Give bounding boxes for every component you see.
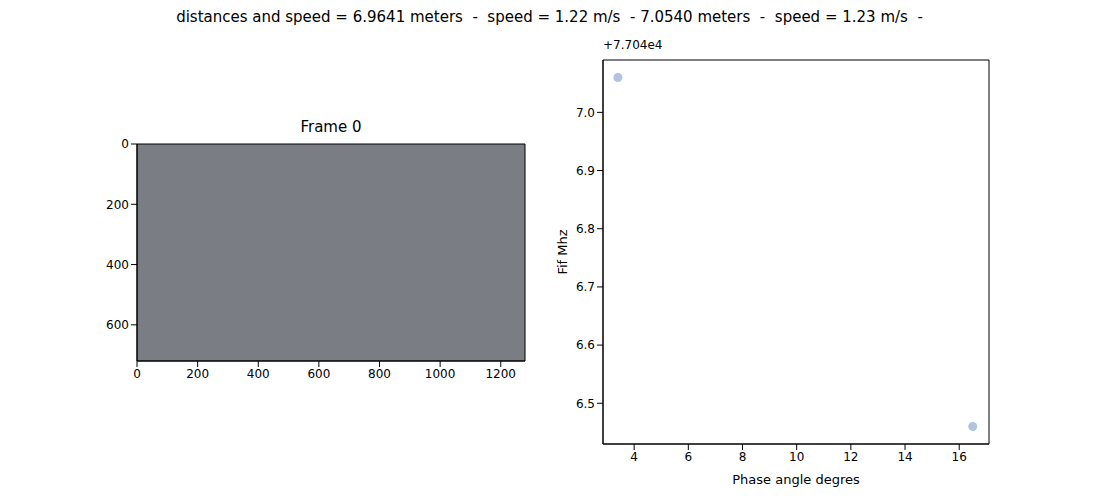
svg-text:6.7: 6.7: [576, 280, 595, 294]
svg-text:1200: 1200: [485, 367, 516, 381]
html-text:Phase angle degres: Phase angle degres: [732, 472, 860, 487]
svg-text:8: 8: [739, 450, 747, 464]
svg-text:6.6: 6.6: [576, 338, 595, 352]
svg-text:7.0: 7.0: [576, 106, 595, 120]
svg-text:800: 800: [368, 367, 391, 381]
html-text:+7.704e4: +7.704e4: [603, 38, 663, 52]
svg-text:16: 16: [952, 450, 967, 464]
svg-text:0: 0: [121, 137, 129, 151]
svg-text:400: 400: [247, 367, 270, 381]
svg-text:600: 600: [307, 367, 330, 381]
svg-text:6.9: 6.9: [576, 164, 595, 178]
svg-text:0: 0: [133, 367, 141, 381]
svg-text:200: 200: [186, 367, 209, 381]
svg-text:200: 200: [106, 198, 129, 212]
svg-text:10: 10: [789, 450, 804, 464]
svg-text:1000: 1000: [425, 367, 456, 381]
svg-text:14: 14: [897, 450, 912, 464]
html-text:Fif Mhz: Fif Mhz: [554, 229, 570, 275]
svg-text:4: 4: [630, 450, 638, 464]
svg-text:6.8: 6.8: [576, 222, 595, 236]
svg-text:6: 6: [685, 450, 693, 464]
html-text:distances and speed = 6.9641 m: distances and speed = 6.9641 meters - sp…: [176, 8, 923, 26]
svg-text:400: 400: [106, 258, 129, 272]
svg-text:12: 12: [843, 450, 858, 464]
html-text:Frame 0: Frame 0: [300, 118, 362, 136]
svg-text:6.5: 6.5: [576, 397, 595, 411]
svg-text:600: 600: [106, 318, 129, 332]
